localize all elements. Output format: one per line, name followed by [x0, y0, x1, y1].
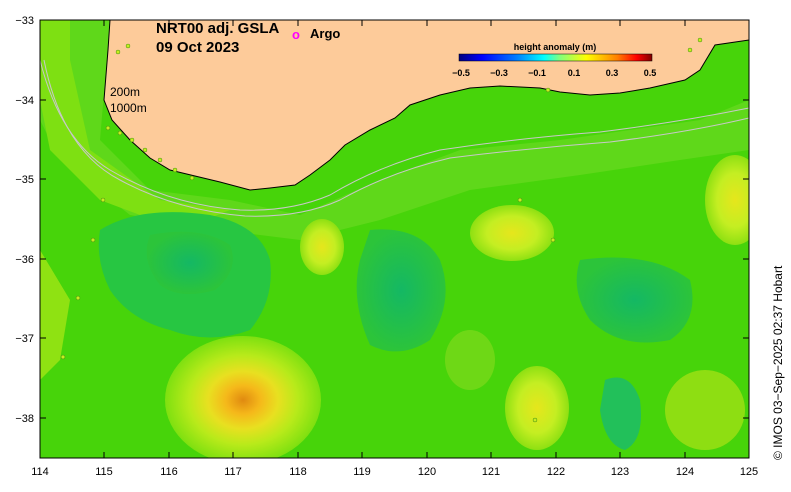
y-tick-label: −35	[15, 174, 34, 186]
plot-frame	[39, 19, 750, 459]
warm-eddy-southwest	[165, 336, 321, 458]
y-tick-label: −33	[15, 15, 34, 27]
x-tick-label: 120	[418, 466, 436, 478]
colorbar-tick: −0.1	[528, 68, 546, 78]
colorbar-tick: 0.5	[644, 68, 657, 78]
y-axis	[40, 19, 749, 419]
colorbar-tick: 0.3	[606, 68, 619, 78]
x-tick-label: 121	[482, 466, 500, 478]
light-patch-center	[445, 330, 495, 390]
credit-text: © IMOS 03−Sep−2025 02:37 Hobart	[771, 265, 785, 460]
x-tick-labels: 114 115 116 117 118 119 120 121 122 123 …	[31, 466, 758, 478]
land-mass	[103, 20, 749, 191]
argo-legend-label: Argo	[310, 26, 340, 41]
warm-eddy-north	[470, 205, 554, 261]
warm-eddy-east	[705, 155, 749, 245]
colorbar-tick: 0.1	[568, 68, 581, 78]
x-tick-label: 117	[224, 466, 242, 478]
y-tick-label: −37	[15, 333, 34, 345]
y-tick-labels: −33 −34 −35 −36 −37 −38	[15, 15, 34, 425]
isobath-1000m-label: 1000m	[110, 101, 147, 115]
x-tick-label: 118	[289, 466, 307, 478]
argo-marker-icon: o	[292, 27, 300, 42]
x-tick-label: 116	[160, 466, 178, 478]
colorbar: height anomaly (m) −0.5 −0.3 −0.1 0.1 0.…	[452, 42, 656, 78]
coastal-band	[40, 20, 230, 230]
x-tick-label: 119	[353, 466, 371, 478]
shelf-band	[40, 20, 749, 240]
y-tick-label: −34	[15, 95, 34, 107]
x-tick-label: 114	[31, 466, 49, 478]
isobath-1000m-line	[43, 59, 749, 217]
warm-eddy-small	[300, 219, 344, 275]
colorbar-title: height anomaly (m)	[514, 42, 597, 52]
colorbar-tick: −0.3	[490, 68, 508, 78]
map-title: NRT00 adj. GSLA	[156, 20, 280, 37]
cool-eddy-west-core	[146, 231, 233, 294]
warm-eddy-south	[505, 366, 569, 450]
argo-legend: o Argo	[292, 26, 340, 42]
cool-eddy-central	[356, 229, 446, 352]
x-tick-label: 125	[740, 466, 758, 478]
x-tick-label: 115	[95, 466, 113, 478]
colorbar-tick: −0.5	[452, 68, 470, 78]
y-tick-label: −38	[15, 413, 34, 425]
x-tick-label: 124	[676, 466, 694, 478]
map-field	[40, 20, 749, 458]
warm-eddy-southeast	[665, 370, 745, 450]
map-date: 09 Oct 2023	[156, 39, 239, 56]
coastal-dots	[60, 37, 703, 458]
isobath-200m-line	[40, 59, 749, 211]
west-patch	[40, 250, 70, 380]
y-tick-label: −36	[15, 254, 34, 266]
cool-eddy-east	[576, 257, 693, 343]
x-tick-label: 122	[547, 466, 565, 478]
x-axis	[39, 20, 750, 458]
cool-eddy-southeast	[600, 377, 641, 450]
isobath-200m-label: 200m	[110, 85, 140, 99]
colorbar-gradient	[458, 53, 653, 62]
x-tick-label: 123	[611, 466, 629, 478]
